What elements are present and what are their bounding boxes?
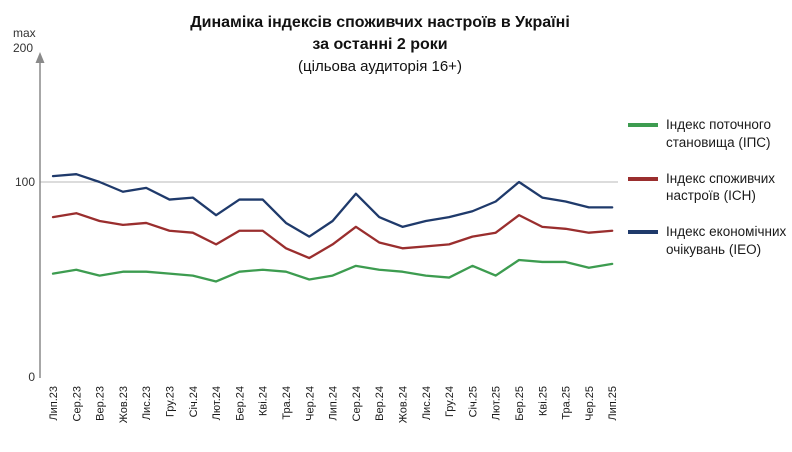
legend-line-sample-green	[628, 123, 658, 127]
line-chart-svg: 100 0 Лип.23 Сер.23 Вер.23 Жов.23 Лис.23 Гру.23…	[15, 52, 619, 423]
x-tick-label: Лют.24	[211, 386, 223, 420]
x-tick-label: Кві.25	[537, 386, 549, 416]
chart-plot-area: 100 0 Лип.23 Сер.23 Вер.23 Жов.23 Лис.23 Гру.23…	[8, 52, 628, 450]
y-axis-max-value: 200	[13, 41, 34, 55]
y-tick-100: 100	[15, 175, 35, 189]
legend-line-sample-blue	[628, 230, 658, 235]
x-tick-label: Тра.25	[561, 386, 573, 420]
x-tick-label: Гру.24	[444, 386, 456, 417]
x-tick-label: Лис.23	[141, 386, 153, 420]
x-tick-label: Чер.25	[584, 386, 596, 421]
y-axis-max-label: max 200	[13, 26, 36, 56]
x-tick-label: Вер.23	[95, 386, 107, 421]
x-tick-label: Кві.24	[258, 386, 270, 416]
x-tick-label: Бер.25	[514, 386, 526, 421]
x-tick-label: Бер.24	[234, 386, 246, 421]
x-tick-label: Вер.24	[374, 386, 386, 421]
x-tick-label: Сер.23	[71, 386, 83, 421]
chart-subtitle: (цільова аудиторія 16+)	[298, 58, 462, 75]
y-axis-max-word: max	[13, 26, 36, 40]
legend-label-isn: Індекс споживчих настроїв (ІСН)	[666, 170, 776, 204]
x-tick-label: Лип.25	[607, 386, 619, 421]
x-tick-label: Січ.24	[188, 386, 200, 417]
x-tick-label: Лис.24	[421, 386, 433, 420]
y-tick-0: 0	[28, 370, 35, 384]
legend-item-isn: Індекс споживчих настроїв (ІСН)	[628, 170, 788, 206]
legend-item-ips: Індекс поточного становища (ІПС)	[628, 116, 788, 152]
series-line-0	[51, 258, 614, 283]
x-tick-label: Тра.24	[281, 386, 293, 420]
legend-item-ieo: Індекс економічних очікувань (ІЕО)	[628, 223, 788, 259]
legend-label-ieo: Індекс економічних очікувань (ІЕО)	[666, 224, 787, 258]
x-tick-label: Лип.23	[48, 386, 60, 421]
chart-legend: Індекс поточного становища (ІПС) Індекс …	[628, 116, 788, 259]
x-tick-label: Чер.24	[304, 386, 316, 421]
legend-line-sample-red	[628, 176, 658, 181]
x-tick-label: Гру.23	[165, 386, 177, 417]
chart-title-line-2: за останні 2 роки	[312, 36, 448, 53]
chart-title-line-1: Динаміка індексів споживчих настроїв в У…	[190, 14, 570, 31]
x-tick-label: Жов.24	[398, 386, 410, 423]
x-tick-label: Лют.25	[491, 386, 503, 420]
chart-title-block: Динаміка індексів споживчих настроїв в У…	[110, 12, 650, 77]
x-tick-label: Жов.23	[118, 386, 130, 423]
legend-label-ips: Індекс поточного становища (ІПС)	[666, 117, 772, 150]
y-axis-arrow	[35, 52, 45, 63]
series-line-1	[51, 212, 614, 260]
x-tick-label: Січ.25	[467, 386, 479, 417]
series-line-2	[51, 173, 614, 238]
x-tick-label: Сер.24	[351, 386, 363, 421]
x-tick-label: Лип.24	[328, 386, 340, 421]
